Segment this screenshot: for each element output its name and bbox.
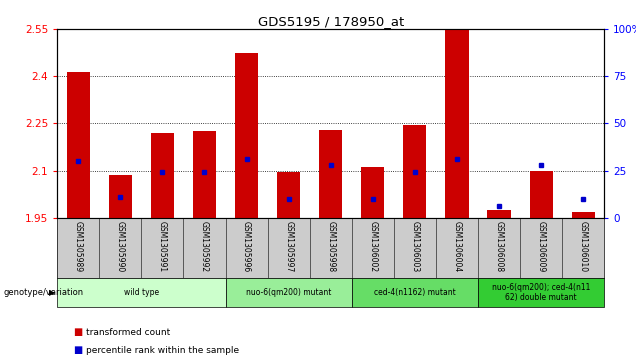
Bar [226, 278, 352, 307]
Bar [319, 130, 342, 218]
Text: ced-4(n1162) mutant: ced-4(n1162) mutant [374, 288, 456, 297]
Bar [530, 171, 553, 218]
Bar [361, 167, 384, 218]
Text: GSM1305991: GSM1305991 [158, 221, 167, 272]
Bar [445, 28, 469, 218]
Text: GSM1306004: GSM1306004 [452, 221, 462, 272]
Text: transformed count: transformed count [86, 328, 170, 337]
Text: GSM1305998: GSM1305998 [326, 221, 335, 272]
Bar [193, 131, 216, 218]
Bar [109, 175, 132, 218]
Bar [235, 53, 258, 218]
Text: GSM1306009: GSM1306009 [537, 221, 546, 272]
Text: GSM1305990: GSM1305990 [116, 221, 125, 272]
Text: nuo-6(qm200); ced-4(n11
62) double mutant: nuo-6(qm200); ced-4(n11 62) double mutan… [492, 282, 590, 302]
Text: GSM1305992: GSM1305992 [200, 221, 209, 272]
Text: GSM1305997: GSM1305997 [284, 221, 293, 272]
Bar [478, 278, 604, 307]
Bar [67, 72, 90, 218]
Text: GSM1306010: GSM1306010 [579, 221, 588, 272]
Bar [403, 125, 426, 218]
Bar [277, 172, 300, 218]
Text: GSM1305989: GSM1305989 [74, 221, 83, 272]
Text: ■: ■ [73, 345, 83, 355]
Text: wild type: wild type [124, 288, 159, 297]
Text: GSM1305996: GSM1305996 [242, 221, 251, 272]
Text: ▶: ▶ [50, 288, 56, 297]
Text: GSM1306003: GSM1306003 [410, 221, 419, 272]
Title: GDS5195 / 178950_at: GDS5195 / 178950_at [258, 15, 404, 28]
Text: GSM1306008: GSM1306008 [495, 221, 504, 272]
Text: percentile rank within the sample: percentile rank within the sample [86, 346, 239, 355]
Text: genotype/variation: genotype/variation [3, 288, 83, 297]
Bar [151, 133, 174, 218]
Text: nuo-6(qm200) mutant: nuo-6(qm200) mutant [246, 288, 331, 297]
Text: ■: ■ [73, 327, 83, 337]
Bar [572, 212, 595, 218]
Bar [352, 278, 478, 307]
Bar [487, 210, 511, 218]
Text: GSM1306002: GSM1306002 [368, 221, 377, 272]
Bar [57, 278, 226, 307]
